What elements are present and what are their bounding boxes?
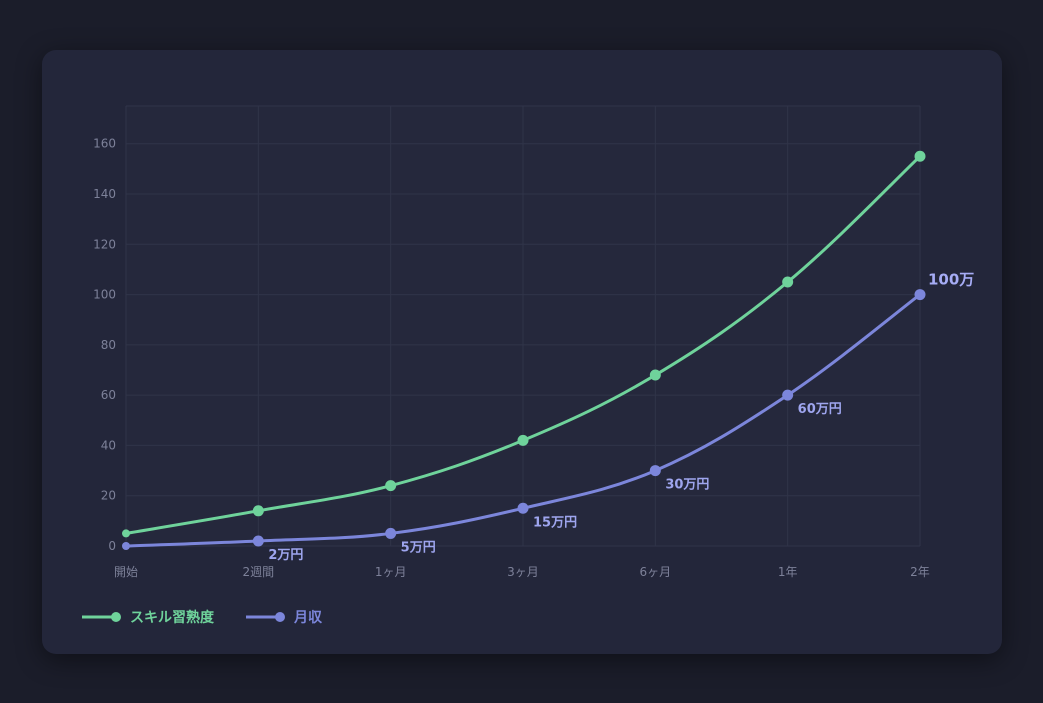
data-label: 60万円	[798, 402, 842, 417]
data-labels: 2万円 5万円 15万円 30万円 60万円 100万	[268, 271, 974, 563]
grid	[125, 105, 921, 547]
data-label: 100万	[928, 271, 974, 289]
data-label: 2万円	[268, 548, 303, 563]
x-tick-label: 1ヶ月	[375, 565, 407, 579]
data-point[interactable]	[782, 389, 794, 401]
x-tick-label: 開始	[114, 565, 138, 579]
data-label: 15万円	[533, 515, 577, 530]
y-tick-label: 60	[101, 388, 116, 402]
data-label: 5万円	[401, 540, 436, 555]
y-tick-label: 140	[93, 187, 116, 201]
legend-label-income: 月収	[294, 610, 322, 626]
data-point[interactable]	[517, 434, 529, 446]
data-point[interactable]	[252, 535, 264, 547]
legend-label-skill: スキル習熟度	[130, 610, 214, 626]
x-tick-label: 1年	[778, 565, 798, 579]
data-label: 30万円	[665, 478, 709, 493]
data-point[interactable]	[385, 527, 397, 539]
data-point[interactable]	[122, 529, 130, 538]
skill-legend-marker-icon	[82, 612, 121, 622]
x-tick-label: 2週間	[243, 565, 275, 579]
data-point[interactable]	[122, 542, 130, 550]
y-tick-label: 160	[93, 137, 116, 151]
legend-item-skill[interactable]: スキル習熟度	[82, 607, 214, 627]
data-point[interactable]	[252, 505, 264, 517]
x-tick-label: 3ヶ月	[507, 565, 539, 579]
y-tick-label: 40	[101, 438, 116, 452]
data-point[interactable]	[649, 465, 661, 477]
y-tick-label: 120	[93, 237, 116, 251]
series-lines	[122, 150, 926, 550]
chart-card: 0 20 40 60 80 100 120 140 160 開始 2週間 1ヶ月 3ヶ月 6ヶ月 1年 2年 …	[42, 50, 1002, 654]
data-point[interactable]	[914, 150, 926, 162]
y-tick-label: 80	[101, 338, 116, 352]
y-tick-label: 20	[101, 489, 116, 503]
y-tick-label: 100	[93, 288, 116, 302]
y-tick-label: 0	[108, 539, 116, 553]
x-tick-label: 6ヶ月	[640, 565, 672, 579]
income-legend-marker-icon	[246, 612, 285, 622]
data-point[interactable]	[517, 502, 529, 514]
data-point[interactable]	[385, 480, 397, 492]
legend: スキル習熟度 月収	[82, 607, 322, 627]
legend-item-income[interactable]: 月収	[246, 607, 322, 627]
data-point[interactable]	[914, 289, 926, 301]
data-point[interactable]	[649, 369, 661, 381]
data-point[interactable]	[782, 276, 794, 288]
x-tick-label: 2年	[910, 565, 930, 579]
axis-labels: 0 20 40 60 80 100 120 140 160 開始 2週間 1ヶ月 3ヶ月 6ヶ月 1年 2年	[93, 137, 930, 579]
